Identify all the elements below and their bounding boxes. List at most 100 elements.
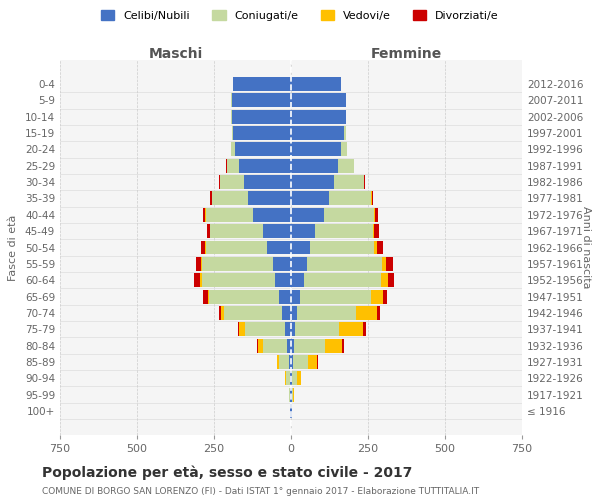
Bar [291, 372, 292, 386]
Bar [267, 240, 291, 254]
Bar [371, 290, 383, 304]
Bar [291, 306, 297, 320]
Bar [209, 224, 211, 238]
Bar [232, 110, 291, 124]
Bar [291, 388, 292, 402]
Bar [291, 94, 346, 108]
Bar [291, 322, 295, 336]
Bar [291, 338, 295, 352]
Bar [233, 126, 291, 140]
Bar [377, 306, 380, 320]
Bar [317, 355, 318, 369]
Bar [343, 338, 344, 352]
Bar [277, 355, 278, 369]
Bar [279, 290, 291, 304]
Bar [200, 274, 202, 287]
Bar [388, 274, 394, 287]
Bar [386, 257, 393, 271]
Bar [341, 142, 347, 156]
Bar [290, 404, 291, 418]
Bar [291, 290, 299, 304]
Bar [295, 338, 325, 352]
Bar [291, 404, 292, 418]
Bar [238, 322, 239, 336]
Bar [211, 224, 263, 238]
Bar [208, 290, 209, 304]
Bar [382, 257, 386, 271]
Bar [206, 208, 253, 222]
Bar [287, 338, 291, 352]
Text: Popolazione per età, sesso e stato civile - 2017: Popolazione per età, sesso e stato civil… [42, 465, 412, 479]
Bar [259, 338, 263, 352]
Bar [244, 175, 291, 189]
Bar [231, 110, 232, 124]
Bar [292, 388, 293, 402]
Bar [375, 208, 378, 222]
Bar [289, 355, 291, 369]
Bar [298, 372, 301, 386]
Bar [307, 257, 382, 271]
Bar [371, 192, 373, 205]
Bar [380, 274, 388, 287]
Bar [310, 240, 374, 254]
Bar [356, 306, 377, 320]
Bar [377, 240, 383, 254]
Bar [239, 159, 291, 172]
Bar [383, 290, 387, 304]
Bar [339, 322, 363, 336]
Bar [286, 372, 290, 386]
Bar [291, 240, 310, 254]
Bar [203, 208, 205, 222]
Bar [245, 322, 285, 336]
Bar [329, 192, 371, 205]
Bar [219, 175, 220, 189]
Bar [293, 388, 294, 402]
Text: COMUNE DI BORGO SAN LORENZO (FI) - Dati ISTAT 1° gennaio 2017 - Elaborazione TUT: COMUNE DI BORGO SAN LORENZO (FI) - Dati … [42, 488, 479, 496]
Bar [374, 208, 375, 222]
Bar [291, 175, 334, 189]
Bar [290, 388, 291, 402]
Bar [219, 306, 221, 320]
Bar [290, 372, 291, 386]
Bar [201, 240, 205, 254]
Bar [206, 240, 267, 254]
Bar [291, 77, 341, 91]
Bar [308, 355, 317, 369]
Bar [291, 355, 293, 369]
Bar [221, 306, 224, 320]
Y-axis label: Fasce di età: Fasce di età [8, 214, 18, 280]
Bar [292, 372, 298, 386]
Bar [230, 142, 235, 156]
Legend: Celibi/Nubili, Coniugati/e, Vedovi/e, Divorziati/e: Celibi/Nubili, Coniugati/e, Vedovi/e, Di… [97, 6, 503, 25]
Bar [194, 274, 200, 287]
Bar [232, 94, 291, 108]
Bar [291, 274, 304, 287]
Bar [291, 142, 341, 156]
Bar [272, 257, 291, 271]
Bar [235, 142, 291, 156]
Bar [253, 208, 291, 222]
Bar [220, 175, 244, 189]
Y-axis label: Anni di nascita: Anni di nascita [581, 206, 590, 289]
Bar [232, 126, 233, 140]
Bar [325, 338, 343, 352]
Bar [231, 94, 232, 108]
Bar [291, 110, 346, 124]
Bar [324, 208, 374, 222]
Bar [224, 306, 283, 320]
Bar [207, 224, 209, 238]
Bar [291, 208, 324, 222]
Bar [297, 306, 356, 320]
Bar [283, 306, 291, 320]
Bar [373, 224, 374, 238]
Bar [275, 274, 291, 287]
Bar [202, 257, 272, 271]
Bar [248, 192, 291, 205]
Bar [196, 257, 202, 271]
Bar [291, 224, 315, 238]
Bar [291, 192, 329, 205]
Bar [291, 257, 307, 271]
Bar [226, 159, 227, 172]
Bar [291, 126, 344, 140]
Bar [299, 290, 371, 304]
